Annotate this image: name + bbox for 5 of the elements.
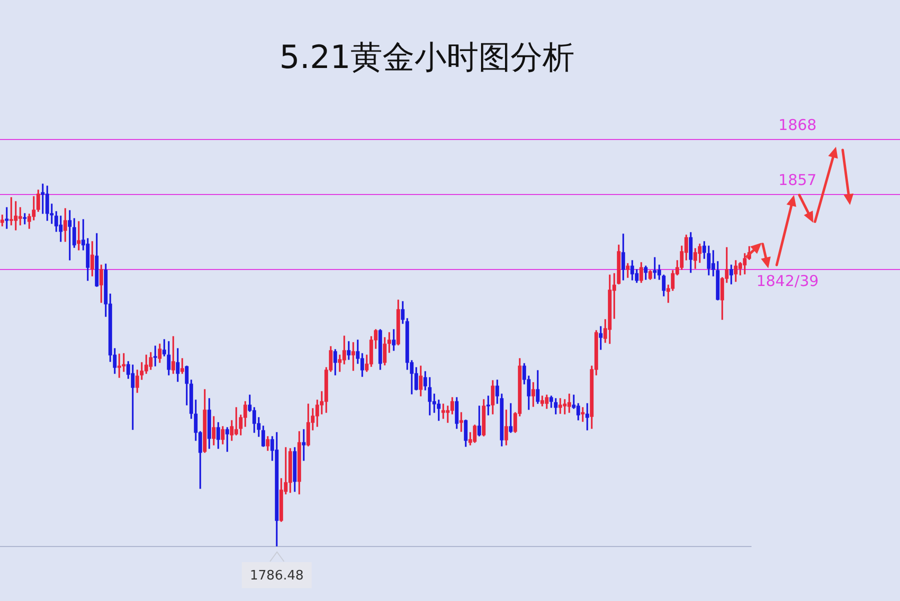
- ref-line-label: 1842/39: [756, 272, 819, 290]
- ref-line-label: 1857: [778, 170, 817, 189]
- annotation: 1786.48: [250, 568, 304, 584]
- ref-line-label: 1868: [778, 116, 817, 134]
- chart-title: 5.21黄金小时图分析: [279, 38, 575, 76]
